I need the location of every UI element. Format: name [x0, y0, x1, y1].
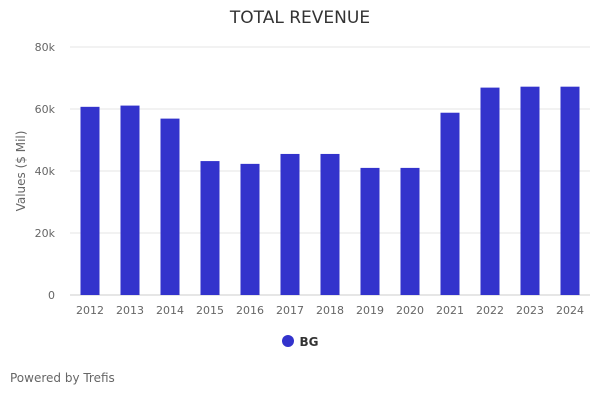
- bar-2019: [360, 167, 380, 295]
- y-tick-label: 0: [48, 289, 55, 302]
- bar-2015: [200, 161, 220, 295]
- x-tick-label: 2019: [356, 304, 384, 317]
- bar-2024: [560, 86, 580, 296]
- bar-2013: [120, 105, 140, 295]
- bar-2022: [480, 87, 500, 295]
- bar-2018: [320, 153, 340, 295]
- x-tick-label: 2013: [116, 304, 144, 317]
- bar-2021: [440, 112, 460, 295]
- bar-2023: [520, 86, 540, 296]
- x-tick-label: 2023: [516, 304, 544, 317]
- legend-label: BG: [299, 335, 319, 349]
- y-axis-label: Values ($ Mil): [14, 131, 28, 212]
- x-tick-label: 2017: [276, 304, 304, 317]
- bar-2016: [240, 163, 260, 295]
- x-tick-label: 2018: [316, 304, 344, 317]
- y-tick-label: 20k: [35, 227, 56, 240]
- x-tick-label: 2022: [476, 304, 504, 317]
- x-tick-label: 2016: [236, 304, 264, 317]
- chart-title: TOTAL REVENUE: [229, 8, 371, 28]
- bar-2012: [80, 106, 100, 295]
- x-tick-label: 2015: [196, 304, 224, 317]
- legend-marker: [281, 335, 294, 347]
- legend[interactable]: BG: [0, 335, 600, 349]
- bar-2017: [280, 153, 300, 295]
- y-tick-label: 60k: [35, 103, 56, 116]
- x-tick-label: 2012: [76, 304, 104, 317]
- y-tick-label: 80k: [35, 41, 56, 54]
- bar-chart: 0 20k 40k 60k 80k Values ($ Mil) 2012 2013 2014 2…: [14, 41, 590, 317]
- bar-2020: [400, 167, 420, 295]
- x-tick-label: 2024: [556, 304, 584, 317]
- x-tick-label: 2020: [396, 304, 424, 317]
- y-tick-label: 40k: [35, 165, 56, 178]
- x-tick-label: 2021: [436, 304, 464, 317]
- powered-by-footer[interactable]: Powered by Trefis: [10, 371, 115, 385]
- bar-2014: [160, 118, 180, 295]
- x-tick-label: 2014: [156, 304, 184, 317]
